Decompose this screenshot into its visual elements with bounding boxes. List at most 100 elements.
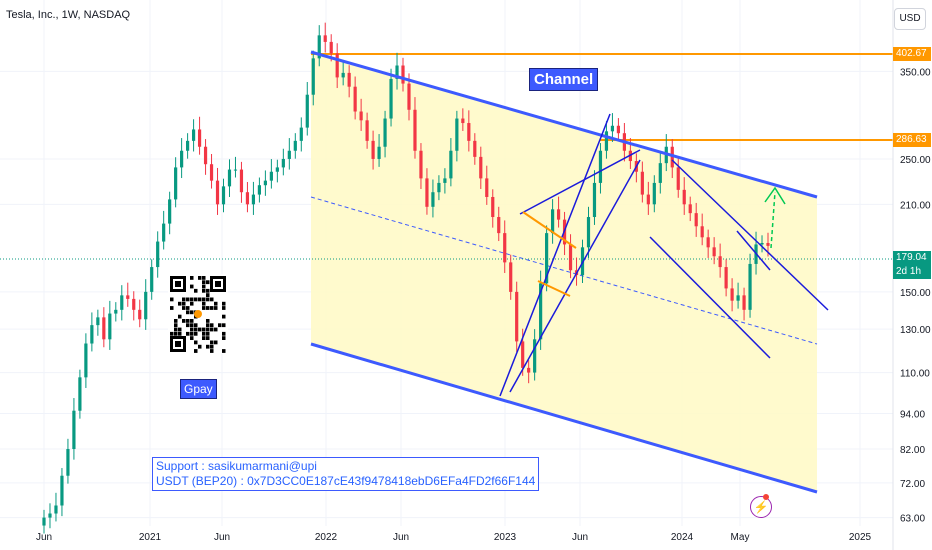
candle bbox=[533, 339, 537, 373]
support-usdt-text: USDT (BEP20) : 0x7D3CC0E187cE43f9478418e… bbox=[156, 474, 536, 488]
candle bbox=[616, 125, 621, 134]
candle bbox=[491, 196, 495, 218]
candle bbox=[281, 158, 285, 168]
projection-arrow-line bbox=[770, 191, 776, 249]
candle bbox=[287, 150, 291, 159]
y-tick-label: 82.00 bbox=[900, 445, 925, 456]
candle bbox=[640, 171, 644, 195]
channel-median-line bbox=[310, 196, 818, 345]
candle bbox=[443, 178, 447, 183]
price-label-current: 179.04 bbox=[893, 251, 931, 265]
candle bbox=[42, 517, 46, 526]
candle bbox=[419, 150, 423, 179]
flag-upper bbox=[522, 211, 577, 249]
flag-lower bbox=[537, 280, 571, 297]
x-tick-label: 2025 bbox=[849, 532, 872, 543]
candle bbox=[694, 213, 698, 227]
candle bbox=[263, 180, 267, 186]
candle bbox=[515, 291, 519, 342]
candle bbox=[437, 182, 441, 193]
candlestick-series bbox=[42, 22, 770, 534]
lightning-icon[interactable]: ⚡ bbox=[750, 496, 772, 518]
candle bbox=[766, 242, 770, 246]
candle bbox=[467, 123, 471, 141]
candle bbox=[760, 242, 764, 245]
support-upi-text: Support : sasikumarmani@upi bbox=[156, 459, 317, 473]
candle bbox=[150, 267, 154, 292]
x-tick-label: Jun bbox=[36, 532, 52, 543]
candle bbox=[712, 247, 716, 257]
candle bbox=[371, 140, 375, 159]
x-tick-label: 2021 bbox=[139, 532, 162, 543]
candle bbox=[568, 244, 573, 271]
candle bbox=[509, 262, 513, 292]
candle bbox=[180, 150, 184, 168]
candle bbox=[132, 298, 136, 310]
candle bbox=[718, 256, 722, 268]
candle bbox=[317, 35, 321, 59]
candle bbox=[431, 192, 435, 207]
candle bbox=[473, 140, 477, 157]
candle bbox=[293, 140, 297, 151]
candle bbox=[233, 169, 238, 171]
rise-channel-right bbox=[519, 149, 641, 215]
candle bbox=[556, 209, 561, 220]
y-tick-label: 110.00 bbox=[900, 369, 930, 380]
y-tick-label: 350.00 bbox=[900, 67, 931, 78]
qr-code-icon bbox=[168, 274, 228, 354]
chart-title: Tesla, Inc., 1W, NASDAQ bbox=[6, 9, 131, 21]
x-tick-label: 2022 bbox=[315, 532, 338, 543]
candle bbox=[162, 223, 166, 242]
currency-button[interactable]: USD bbox=[894, 8, 926, 30]
x-tick-label: Jun bbox=[572, 532, 588, 543]
price-label-high: 402.67 bbox=[893, 47, 931, 61]
candle bbox=[215, 180, 220, 205]
candle bbox=[203, 146, 208, 165]
y-tick-label: 72.00 bbox=[900, 479, 925, 490]
candle bbox=[592, 182, 597, 218]
candle bbox=[299, 127, 303, 141]
candle bbox=[251, 194, 256, 205]
candle bbox=[497, 217, 501, 234]
candle bbox=[550, 209, 555, 234]
candle bbox=[156, 241, 160, 268]
candle bbox=[269, 171, 273, 181]
candle bbox=[521, 341, 525, 368]
candle bbox=[174, 167, 178, 200]
candle bbox=[72, 410, 76, 450]
y-tick-label: 63.00 bbox=[900, 514, 925, 525]
channel-lower-line bbox=[310, 342, 818, 494]
candle bbox=[413, 109, 417, 151]
candle bbox=[341, 72, 345, 78]
candle bbox=[658, 163, 662, 183]
wedge-breakout-upper bbox=[736, 230, 771, 271]
candle bbox=[108, 313, 112, 340]
candle bbox=[586, 217, 591, 248]
channel-label: Channel bbox=[529, 68, 599, 91]
candle bbox=[359, 111, 363, 121]
candle bbox=[126, 295, 130, 299]
candle bbox=[688, 204, 692, 214]
candle bbox=[239, 169, 244, 193]
falling-wedge-lower bbox=[649, 236, 771, 359]
falling-wedge-upper bbox=[671, 159, 829, 311]
countdown-label: 2d 1h bbox=[893, 265, 931, 279]
candle bbox=[676, 167, 680, 190]
candle bbox=[323, 35, 327, 42]
candle bbox=[485, 178, 489, 197]
candle bbox=[84, 343, 88, 378]
candle bbox=[54, 505, 58, 514]
candle bbox=[365, 120, 369, 141]
candle bbox=[610, 125, 615, 132]
candle bbox=[682, 189, 686, 205]
rise-channel-right-ext bbox=[509, 159, 641, 393]
candle bbox=[120, 295, 124, 310]
candle bbox=[700, 226, 704, 238]
x-tick-label: 2023 bbox=[494, 532, 517, 543]
y-tick-label: 250.00 bbox=[900, 155, 931, 166]
candle bbox=[383, 118, 387, 147]
rise-channel-left bbox=[499, 113, 611, 397]
candle bbox=[736, 295, 740, 301]
candle bbox=[395, 65, 399, 79]
candle bbox=[168, 199, 172, 224]
